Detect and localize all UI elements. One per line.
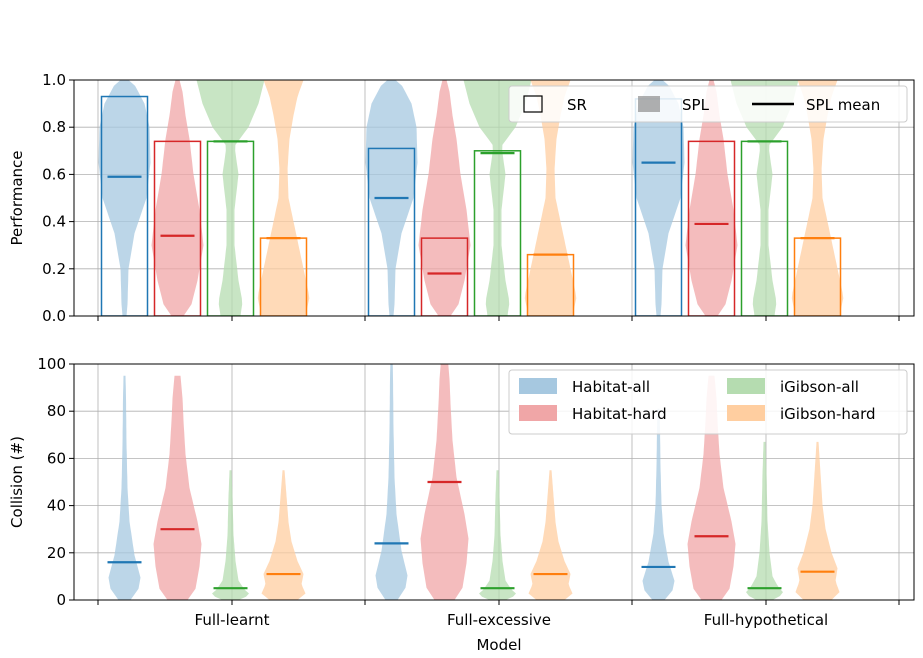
- y-axis: 0 20 40 60 80 100: [37, 355, 74, 609]
- violin-habitat_all: [642, 408, 675, 600]
- violin-habitat_all: [108, 375, 141, 600]
- legend-label: Habitat-hard: [572, 405, 667, 423]
- legend-collision: Habitat-all Habitat-hard iGibson-all iGibso…: [508, 369, 908, 435]
- violin-igibson_all: [479, 470, 516, 600]
- y-tick-label: 0.2: [42, 260, 66, 278]
- y-axis-label: Collision (#): [8, 436, 26, 528]
- violin-igibson_all: [746, 441, 783, 600]
- violin-habitat_all: [632, 80, 685, 316]
- sr-bar: [153, 140, 202, 316]
- y-tick-label: 0.0: [42, 307, 66, 325]
- legend-spl-mean-label: SPL mean: [806, 96, 880, 114]
- y-tick-label: 80: [47, 402, 66, 420]
- x-axis-label: Model: [476, 636, 521, 654]
- legend-sr-label: SR: [567, 96, 587, 114]
- legend-label: Habitat-all: [572, 378, 650, 396]
- violin-igibson_hard: [795, 441, 840, 600]
- violin-habitat_hard: [685, 80, 738, 316]
- y-tick-label: 60: [47, 449, 66, 467]
- y-axis-label: Performance: [8, 150, 26, 245]
- y-tick-label: 20: [47, 544, 66, 562]
- sr-bar: [367, 147, 416, 316]
- sr-bar: [473, 150, 522, 316]
- performance-panel: 0.0 0.2 0.4 0.6 0.8 1.0 Performance SR SPL SPL me…: [8, 71, 915, 325]
- y-tick-label: 0.6: [42, 165, 66, 183]
- collision-panel: 0 20 40 60 80 100 Collision (#) Full-learnt Full…: [8, 355, 915, 654]
- y-tick-label: 1.0: [42, 71, 66, 89]
- violin-igibson_hard: [528, 470, 573, 600]
- legend-spl-swatch: [638, 96, 660, 112]
- legend-swatch: [519, 405, 557, 421]
- y-tick-label: 40: [47, 497, 66, 515]
- legend-swatch: [727, 405, 765, 421]
- violin-igibson_all: [463, 80, 532, 316]
- legend-swatch: [727, 378, 765, 394]
- y-tick-label: 0.4: [42, 213, 66, 231]
- legend-frame: [508, 369, 908, 435]
- violin-habitat_hard: [153, 375, 202, 600]
- legend-label: iGibson-hard: [780, 405, 876, 423]
- y-axis: 0.0 0.2 0.4 0.6 0.8 1.0: [42, 71, 74, 325]
- legend-swatch: [519, 378, 557, 394]
- x-tick-label: Full-learnt: [195, 611, 270, 629]
- legend-frame: [508, 85, 908, 123]
- x-tick-label: Full-excessive: [447, 611, 551, 629]
- violin-igibson_hard: [257, 80, 310, 316]
- legend-performance: SR SPL SPL mean: [508, 85, 908, 123]
- violin-igibson_hard: [261, 470, 306, 600]
- violin-habitat_hard: [418, 80, 471, 316]
- plot-area: [107, 364, 840, 600]
- violin-igibson_all: [196, 80, 265, 316]
- violin-habitat_hard: [420, 364, 469, 600]
- violin-igibson_hard: [791, 80, 844, 316]
- plot-area: [98, 80, 844, 316]
- x-tick-label: Full-hypothetical: [704, 611, 828, 629]
- axes-frame: [73, 79, 915, 317]
- y-tick-label: 0.8: [42, 118, 66, 136]
- sr-bar: [687, 140, 736, 316]
- y-tick-label: 100: [37, 355, 66, 373]
- legend-spl-label: SPL: [682, 96, 710, 114]
- violin-igibson_all: [730, 80, 799, 316]
- violin-habitat_hard: [687, 375, 736, 600]
- violin-igibson_all: [212, 470, 249, 600]
- violin-habitat_hard: [151, 80, 204, 316]
- violin-igibson_hard: [524, 80, 577, 316]
- y-tick-label: 0: [56, 591, 66, 609]
- violin-habitat_all: [98, 80, 151, 316]
- legend-sr-swatch: [523, 95, 543, 113]
- legend-label: iGibson-all: [780, 378, 859, 396]
- axes-frame: [73, 363, 915, 601]
- violin-habitat_all: [375, 364, 408, 600]
